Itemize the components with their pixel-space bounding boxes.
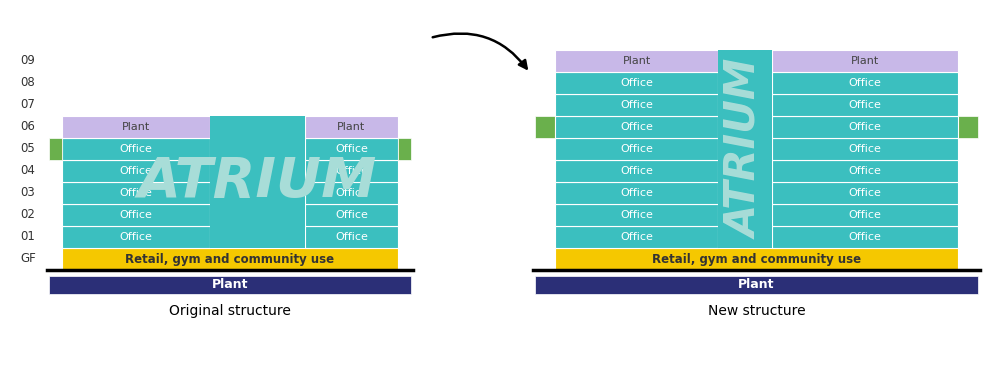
- Text: 07: 07: [21, 99, 35, 112]
- Bar: [49, 276, 411, 294]
- Text: Office: Office: [849, 122, 881, 132]
- Text: Plant: Plant: [851, 56, 879, 66]
- Bar: [772, 182, 958, 204]
- Text: 05: 05: [21, 143, 35, 155]
- Bar: [62, 248, 398, 270]
- Bar: [958, 116, 978, 138]
- Text: Office: Office: [335, 144, 368, 154]
- Text: Office: Office: [620, 100, 653, 110]
- Text: Office: Office: [335, 232, 368, 242]
- Bar: [62, 204, 210, 226]
- Bar: [718, 50, 772, 248]
- Bar: [62, 182, 210, 204]
- Text: Office: Office: [620, 210, 653, 220]
- Bar: [305, 204, 398, 226]
- Bar: [535, 276, 978, 294]
- Text: Office: Office: [120, 210, 152, 220]
- Bar: [772, 138, 958, 160]
- Bar: [555, 248, 958, 270]
- Text: Office: Office: [120, 188, 152, 198]
- Bar: [555, 160, 718, 182]
- Text: Office: Office: [620, 166, 653, 176]
- Bar: [62, 116, 210, 138]
- Bar: [772, 50, 958, 72]
- Text: Office: Office: [849, 78, 881, 88]
- Text: Plant: Plant: [122, 122, 150, 132]
- Text: 03: 03: [21, 186, 35, 200]
- Text: 09: 09: [21, 54, 35, 68]
- Text: New structure: New structure: [708, 304, 805, 318]
- Text: Office: Office: [849, 210, 881, 220]
- Bar: [555, 204, 718, 226]
- Text: 04: 04: [21, 164, 35, 178]
- Bar: [535, 116, 555, 138]
- Text: ATRIUM: ATRIUM: [724, 59, 766, 239]
- Bar: [62, 160, 210, 182]
- Bar: [555, 116, 718, 138]
- Text: Office: Office: [335, 166, 368, 176]
- Text: GF: GF: [20, 253, 36, 265]
- Text: 01: 01: [21, 231, 35, 243]
- Bar: [49, 138, 62, 160]
- Text: Office: Office: [120, 232, 152, 242]
- Text: Office: Office: [335, 210, 368, 220]
- Text: 02: 02: [21, 209, 35, 222]
- Text: Office: Office: [620, 122, 653, 132]
- Bar: [555, 50, 718, 72]
- Text: Original structure: Original structure: [169, 304, 291, 318]
- Text: Office: Office: [849, 144, 881, 154]
- Bar: [555, 72, 718, 94]
- Text: 06: 06: [21, 121, 35, 133]
- Bar: [772, 72, 958, 94]
- Bar: [62, 226, 210, 248]
- Text: Office: Office: [849, 188, 881, 198]
- Text: ATRIUM: ATRIUM: [138, 155, 377, 209]
- Bar: [555, 138, 718, 160]
- Bar: [772, 204, 958, 226]
- Bar: [555, 226, 718, 248]
- Bar: [772, 116, 958, 138]
- Text: Office: Office: [620, 144, 653, 154]
- Text: Plant: Plant: [622, 56, 651, 66]
- Text: Office: Office: [120, 144, 152, 154]
- Bar: [305, 226, 398, 248]
- Bar: [305, 116, 398, 138]
- Text: Office: Office: [620, 188, 653, 198]
- Bar: [305, 160, 398, 182]
- Text: Office: Office: [849, 232, 881, 242]
- Bar: [772, 94, 958, 116]
- Text: Retail, gym and community use: Retail, gym and community use: [652, 253, 861, 265]
- Text: Office: Office: [620, 78, 653, 88]
- FancyArrowPatch shape: [433, 34, 527, 68]
- Text: Office: Office: [620, 232, 653, 242]
- Text: Retail, gym and community use: Retail, gym and community use: [125, 253, 335, 265]
- Bar: [555, 94, 718, 116]
- Text: Plant: Plant: [738, 279, 775, 291]
- Bar: [62, 138, 210, 160]
- Text: Plant: Plant: [212, 279, 248, 291]
- Text: Office: Office: [849, 166, 881, 176]
- Bar: [305, 182, 398, 204]
- Text: Office: Office: [849, 100, 881, 110]
- Text: Office: Office: [335, 188, 368, 198]
- Bar: [210, 116, 305, 248]
- Text: Plant: Plant: [337, 122, 366, 132]
- Bar: [305, 138, 398, 160]
- Text: Office: Office: [120, 166, 152, 176]
- Bar: [398, 138, 411, 160]
- Text: 08: 08: [21, 76, 35, 90]
- Bar: [772, 226, 958, 248]
- Bar: [555, 182, 718, 204]
- Bar: [772, 160, 958, 182]
